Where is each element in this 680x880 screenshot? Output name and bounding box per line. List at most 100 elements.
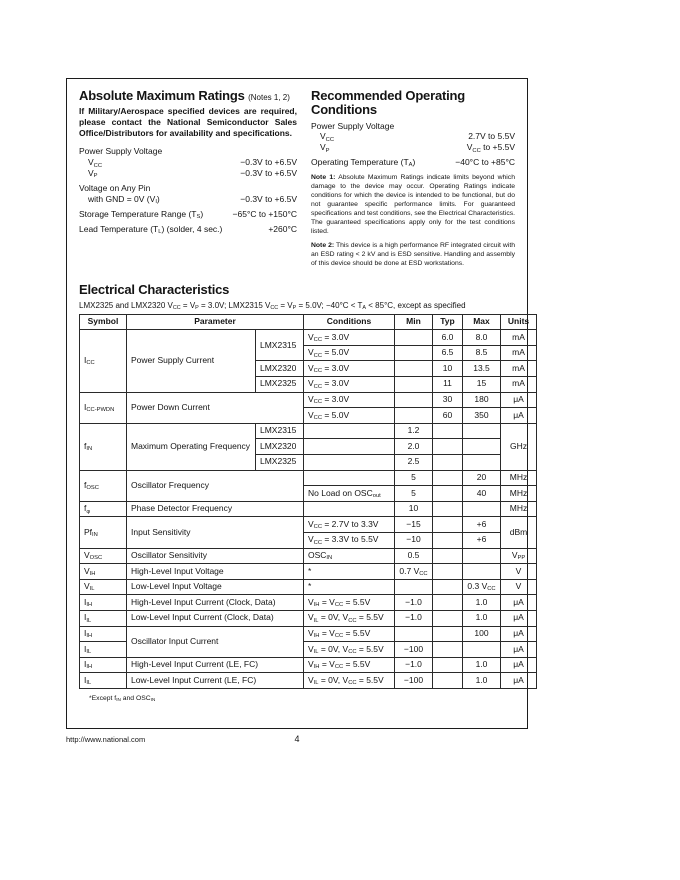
spec-label: Power Supply Voltage <box>79 146 163 157</box>
cell-max: +6 <box>462 516 501 534</box>
cell-symbol: IIL <box>79 641 127 658</box>
cell-typ: 6.5 <box>432 344 463 362</box>
cell-typ <box>432 656 463 674</box>
spec-line: with GND = 0V (VI) −0.3V to +6.5V <box>79 194 297 205</box>
cell-max <box>462 438 501 456</box>
cell-conditions: * <box>303 563 395 580</box>
footer-page-number: 4 <box>294 734 300 744</box>
col-header-min: Min <box>394 314 433 331</box>
cell-typ <box>432 485 463 502</box>
spec-line: Power Supply Voltage <box>311 121 515 132</box>
cell-max: 40 <box>462 485 501 502</box>
cell-min: 0.7 VCC <box>394 563 433 580</box>
cell-conditions: VCC = 3.0V <box>303 360 395 378</box>
cell-typ <box>432 422 463 440</box>
table-row: VOSC Oscillator Sensitivity OSCIN 0.5 VP… <box>79 547 537 565</box>
table-row: IIL Low-Level Input Current (Clock, Data… <box>79 609 537 627</box>
table-row: IIH High-Level Input Current (LE, FC) VI… <box>79 656 537 674</box>
cell-units: dBm <box>500 516 537 549</box>
cell-units: MHz <box>500 500 537 518</box>
cell-typ <box>432 438 463 456</box>
table-row: IIH High-Level Input Current (Clock, Dat… <box>79 594 537 611</box>
note-1: Note 1: Absolute Maximum Ratings indicat… <box>311 173 515 236</box>
table-row: LMX2320 2.0 <box>80 438 537 456</box>
spec-label: VP <box>320 142 330 154</box>
cell-units: μA <box>500 391 537 409</box>
cell-typ <box>432 641 463 658</box>
cell-min: 5 <box>394 469 433 487</box>
cell-min <box>394 578 433 596</box>
cell-min <box>394 344 433 362</box>
table-row: LMX2320 VCC = 3.0V 10 13.5 mA <box>80 360 537 378</box>
cell-typ <box>432 454 463 471</box>
note-2-text: This device is a high performance RF int… <box>311 242 516 268</box>
cell-device: LMX2325 <box>255 454 304 471</box>
note-1-text: Absolute Maximum Ratings indicate limits… <box>311 174 515 236</box>
recommended-operating-conditions-section: Recommended Operating Conditions Power S… <box>311 88 515 268</box>
military-aerospace-warning: If Military/Aerospace specified devices … <box>79 106 297 139</box>
cell-typ <box>432 547 463 565</box>
cell-min: 0.5 <box>394 547 433 565</box>
cell-conditions: VIL = 0V, VCC = 5.5V <box>303 672 395 689</box>
cell-conditions: VIL = 0V, VCC = 5.5V <box>303 641 395 658</box>
cell-symbol: IIL <box>79 609 127 627</box>
table-row: ICC Power Supply Current LMX2315 VCC = 3… <box>79 329 537 393</box>
cell-typ <box>432 516 463 534</box>
cell-symbol: VIL <box>79 578 127 596</box>
cell-max: 100 <box>462 625 501 643</box>
spec-value: +260°C <box>268 223 297 234</box>
cell-conditions <box>303 438 395 456</box>
spec-label: Storage Temperature Range (TS) <box>79 208 204 221</box>
cell-min <box>394 625 433 643</box>
table-row: fIN Maximum Operating Frequency LMX2315 … <box>79 422 537 471</box>
cell-parameter: High-Level Input Current (LE, FC) <box>126 656 304 674</box>
cell-typ <box>432 594 463 611</box>
cell-min: −1.0 <box>394 656 433 674</box>
cell-units: MHz <box>500 469 537 487</box>
cell-min <box>394 329 433 346</box>
cell-conditions: VCC = 3.0V <box>303 329 395 346</box>
cell-conditions: VIH = VCC = 5.5V <box>303 656 395 674</box>
cell-conditions <box>303 469 395 487</box>
col-header-symbol: Symbol <box>79 314 127 331</box>
table-row: fφ Phase Detector Frequency 10 MHz <box>79 500 537 518</box>
spec-label: Voltage on Any Pin <box>79 183 151 194</box>
cell-conditions: No Load on OSCout <box>303 485 395 502</box>
cell-typ <box>432 625 463 643</box>
table-row: IIL Low-Level Input Current (LE, FC) VIL… <box>79 672 537 689</box>
cell-max <box>462 563 501 580</box>
cell-symbol: IIH <box>79 656 127 674</box>
cell-symbol: fOSC <box>79 469 127 502</box>
cell-units: mA <box>500 360 537 378</box>
cell-device: LMX2325 <box>255 376 304 393</box>
cell-typ: 6.0 <box>432 329 463 346</box>
cell-symbol: PfIN <box>79 516 127 549</box>
cell-min: −100 <box>394 641 433 658</box>
cell-device: LMX2315 <box>255 329 304 362</box>
cell-conditions: OSCIN <box>303 547 395 565</box>
cell-conditions: VCC = 5.0V <box>303 344 395 362</box>
cell-parameter: Low-Level Input Current (Clock, Data) <box>126 609 304 627</box>
cell-min: 2.0 <box>394 438 433 456</box>
note-2: Note 2: This device is a high performanc… <box>311 241 515 268</box>
spec-line: VCC −0.3V to +6.5V <box>79 157 297 168</box>
cell-units: μA <box>500 641 537 658</box>
cell-parameter: High-Level Input Current (Clock, Data) <box>126 594 304 611</box>
cell-max: 0.3 VCC <box>462 578 501 596</box>
cell-min: −10 <box>394 532 433 549</box>
spec-line: Operating Temperature (TA) −40°C to +85°C <box>311 157 515 168</box>
spec-value: −0.3V to +6.5V <box>240 157 297 168</box>
cell-symbol: VIH <box>79 563 127 580</box>
cell-conditions: VCC = 3.0V <box>303 391 395 409</box>
cell-typ: 10 <box>432 360 463 378</box>
abs-max-title-note: (Notes 1, 2) <box>248 93 290 102</box>
spec-label: VP <box>88 168 98 180</box>
cell-units: VPP <box>500 547 537 565</box>
table-row: No Load on OSCout 5 40 MHz <box>80 485 537 502</box>
table-row: VIL Low-Level Input Voltage * 0.3 VCC V <box>79 578 537 596</box>
cell-parameter: Low-Level Input Voltage <box>126 578 304 596</box>
cell-max <box>462 422 501 440</box>
cell-max: 1.0 <box>462 656 501 674</box>
cell-typ: 60 <box>432 407 463 424</box>
